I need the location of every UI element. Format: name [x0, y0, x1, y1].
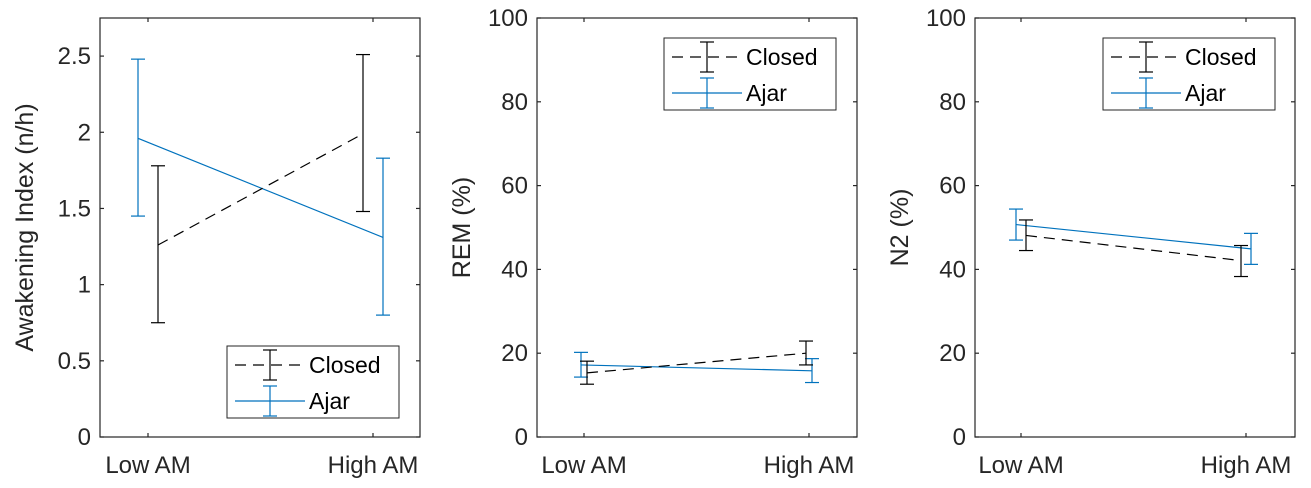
legend-item-closed: Closed: [672, 41, 818, 73]
y-tick-label: 0: [515, 424, 528, 451]
legend-label: Ajar: [746, 80, 787, 106]
y-tick-label: 80: [939, 89, 966, 116]
x-tick-label: High AM: [1201, 452, 1292, 479]
y-axis-label: N2 (%): [886, 189, 914, 267]
error-bar-ajar: [805, 358, 819, 384]
series-line-closed: [157, 133, 364, 246]
y-tick-label: 100: [488, 5, 528, 32]
x-tick-label: High AM: [764, 452, 855, 479]
y-tick-label: 60: [501, 173, 528, 200]
y-tick-label: 20: [939, 340, 966, 367]
series-line-ajar: [580, 364, 813, 372]
y-tick-label: 60: [939, 173, 966, 200]
y-tick-label: 0: [953, 424, 966, 451]
legend-box: [663, 37, 837, 111]
error-bar-closed: [356, 53, 370, 213]
legend-item-ajar: Ajar: [235, 385, 350, 417]
series-closed: [1019, 219, 1248, 278]
legend-label: Closed: [1185, 44, 1257, 70]
legend-label: Closed: [309, 352, 381, 378]
error-bar-ajar: [574, 351, 588, 378]
series-closed: [151, 53, 370, 324]
legend-box: [1102, 37, 1276, 111]
x-tick-label: Low AM: [978, 452, 1063, 479]
error-bar-ajar: [131, 58, 145, 217]
error-bar-closed: [1019, 219, 1033, 252]
y-tick-label: 2.5: [58, 43, 91, 70]
error-bar-ajar: [1244, 232, 1258, 265]
legend: Closed Ajar: [226, 345, 400, 419]
series-line-closed: [1025, 234, 1242, 262]
chart-panel-2: 0 20 40 60 80 100 Low AM High AM REM (%) Closed Aj…: [448, 5, 858, 479]
series-ajar: [131, 58, 390, 316]
error-bar-ajar: [376, 157, 390, 316]
x-tick-label: High AM: [328, 452, 419, 479]
error-bar-closed: [799, 340, 813, 366]
series-line-closed: [586, 352, 807, 374]
legend: Closed Ajar: [663, 37, 837, 111]
series-ajar: [1009, 208, 1258, 265]
legend-label: Closed: [746, 44, 818, 70]
x-tick-label: Low AM: [105, 452, 190, 479]
series-line-ajar: [1015, 223, 1252, 250]
legend-item-closed: Closed: [235, 349, 381, 381]
y-tick-label: 0: [78, 424, 91, 451]
y-tick-label: 40: [501, 256, 528, 283]
legend-label: Ajar: [309, 388, 350, 414]
legend-item-ajar: Ajar: [672, 77, 787, 109]
chart-panel-1: 0 0.5 1 1.5 2 2.5 Low AM High AM Awakening Index…: [11, 17, 421, 479]
x-tick-label: Low AM: [541, 452, 626, 479]
legend-label: Ajar: [1185, 80, 1226, 106]
error-bar-closed: [580, 360, 594, 385]
error-bar-closed: [1234, 244, 1248, 278]
y-tick-label: 100: [926, 5, 966, 32]
legend-item-closed: Closed: [1111, 41, 1257, 73]
y-axis-label: Awakening Index (n/h): [11, 103, 39, 351]
y-tick-label: 20: [501, 340, 528, 367]
legend-item-ajar: Ajar: [1111, 77, 1226, 109]
series-line-ajar: [137, 137, 384, 238]
chart-panel-3: 0 20 40 60 80 100 Low AM High AM N2 (%) Closed Aja…: [886, 5, 1296, 479]
error-bar-ajar: [1009, 208, 1023, 241]
y-tick-label: 40: [939, 256, 966, 283]
y-axis-label: REM (%): [448, 177, 476, 278]
y-tick-label: 0.5: [58, 348, 91, 375]
series-ajar: [574, 351, 819, 384]
y-tick-label: 1.5: [58, 195, 91, 222]
legend: Closed Ajar: [1102, 37, 1276, 111]
series-closed: [580, 340, 813, 385]
y-tick-label: 80: [501, 89, 528, 116]
y-tick-label: 2: [78, 119, 91, 146]
legend-box: [226, 345, 400, 419]
error-bar-closed: [151, 165, 165, 324]
y-tick-label: 1: [78, 272, 91, 299]
